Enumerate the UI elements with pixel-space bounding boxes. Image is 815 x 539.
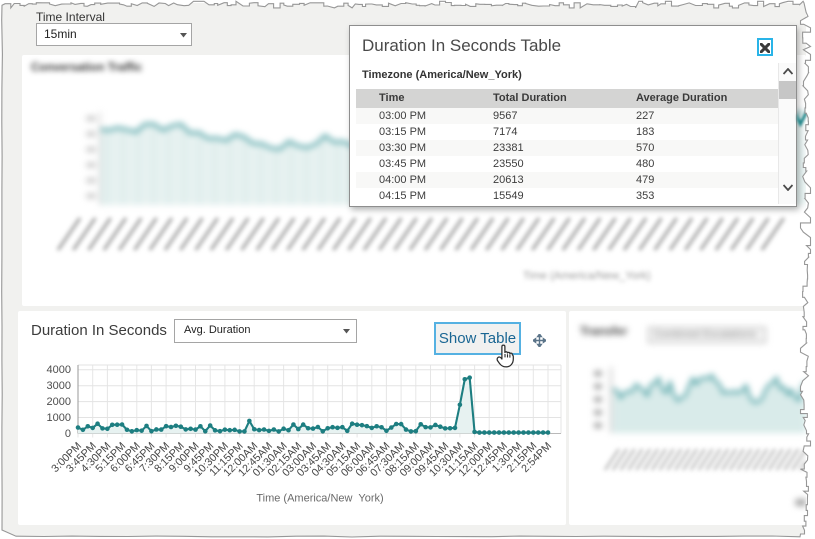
svg-text:1000: 1000 [47, 412, 71, 424]
svg-text:Time (America/New York): Time (America/New York) [256, 493, 383, 505]
svg-text:2000: 2000 [47, 396, 71, 408]
svg-text:0: 0 [65, 428, 71, 440]
svg-text:3000: 3000 [47, 380, 71, 392]
svg-text:4000: 4000 [47, 364, 71, 376]
